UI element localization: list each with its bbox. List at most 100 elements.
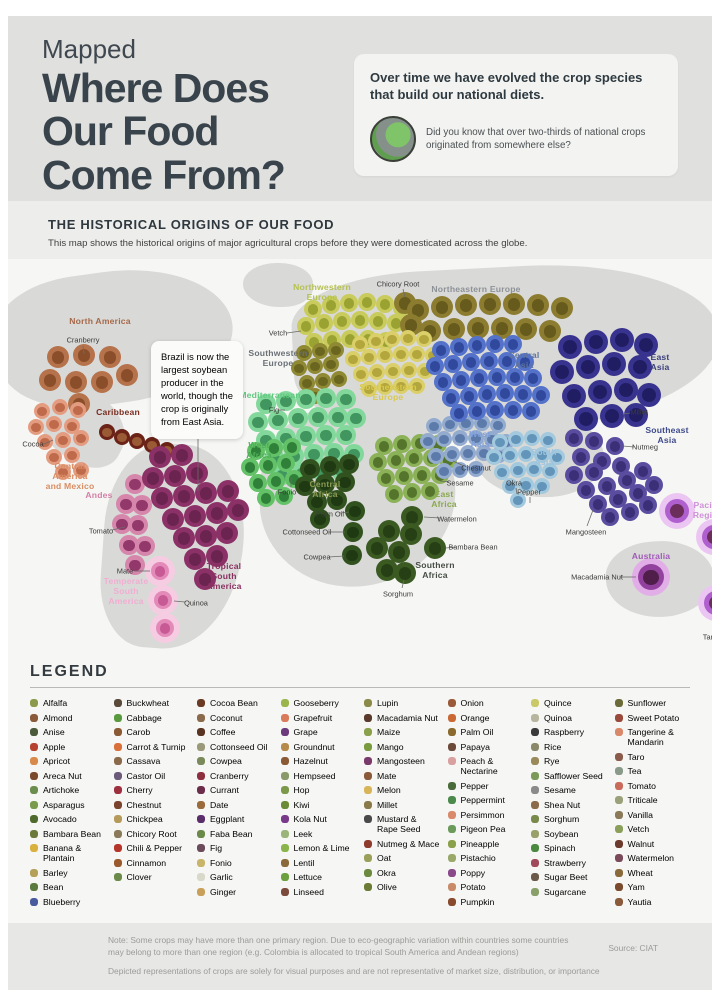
crop-annotation: Fonio — [277, 487, 297, 497]
crop-circle-pacific-region — [665, 499, 689, 524]
crop-circle-central-america — [64, 447, 80, 464]
legend-item-label: Chestnut — [126, 799, 162, 810]
crop-circle-northwestern-europe — [369, 312, 387, 331]
crop-circle-central-america — [52, 399, 68, 416]
legend-item-label: Mango — [377, 741, 404, 752]
crop-annotation: Sesame — [446, 478, 474, 488]
crop-icon — [447, 449, 457, 459]
crop-glyph-icon — [30, 815, 38, 824]
region-label-andes: Andes — [85, 490, 113, 501]
crop-icon — [588, 467, 600, 478]
legend-item: Linseed — [280, 887, 357, 897]
crop-glyph-icon — [30, 742, 38, 751]
crop-icon — [364, 384, 374, 394]
crop-icon — [521, 449, 531, 459]
crop-icon — [336, 316, 348, 327]
crop-icon — [489, 452, 499, 462]
crop-circle-southeast-asia — [589, 495, 607, 514]
crop-icon — [270, 476, 282, 487]
crop-icon — [188, 509, 202, 523]
crop-icon — [499, 388, 511, 399]
crop-icon — [300, 430, 312, 443]
crop-circle-central-asia — [468, 402, 486, 421]
crop-circle-south-asia — [486, 449, 502, 466]
crop-circle-northeastern-europe — [467, 317, 489, 340]
section-subheading: This map shows the historical origins of… — [48, 238, 528, 250]
crop-icon — [166, 512, 180, 526]
crop-glyph-icon — [531, 713, 539, 722]
legend-item: Banana & Plantain — [30, 843, 106, 863]
crop-circle-south-asia — [518, 477, 534, 494]
legend-item-label: Bambara Bean — [43, 828, 101, 839]
crop-circle-central-america — [73, 462, 89, 479]
crop-glyph-icon — [447, 781, 456, 790]
crop-icon — [244, 462, 256, 473]
crop-icon — [331, 345, 341, 355]
crop-icon — [315, 346, 325, 356]
crop-icon — [507, 339, 519, 350]
crop-icon — [221, 484, 235, 498]
crop-icon — [388, 489, 400, 500]
crop-icon — [260, 434, 272, 447]
crop-circle-northeastern-europe — [515, 318, 537, 341]
crop-circle-mediterranean — [296, 389, 316, 410]
crop-icon — [471, 340, 483, 351]
crop-circle-southern-africa — [400, 523, 422, 546]
crop-circle-southeast-asia — [634, 462, 652, 481]
crop-icon — [198, 572, 212, 586]
title-line-1: Where Does — [42, 65, 270, 111]
legend-item-label: Raspberry — [544, 727, 585, 738]
legend-item-label: Persimmon — [460, 809, 505, 820]
crop-glyph-icon — [280, 728, 289, 737]
legend-item-label: Strawberry — [544, 857, 586, 868]
crop-circle-mediterranean — [336, 425, 356, 446]
legend-item-label: Chili & Pepper — [126, 843, 183, 854]
crop-icon — [642, 500, 654, 511]
crop-circle-central-asia — [478, 385, 496, 404]
crop-annotation: Cranberry — [66, 335, 100, 345]
crop-glyph-icon — [614, 781, 623, 790]
region-label-west-asia: West Asia — [469, 429, 491, 450]
soybean-callout: Brazil is now the largest soybean produc… — [151, 341, 243, 440]
crop-circle-southeastern-europe — [361, 349, 377, 366]
crop-circle-west-asia — [452, 430, 468, 447]
crop-circle-central-asia — [434, 373, 452, 392]
legend-divider — [30, 687, 690, 689]
legend-item-label: Sunflower — [627, 698, 667, 709]
crop-glyph-icon — [614, 854, 623, 863]
crop-circle-east-asia — [550, 360, 574, 385]
crop-circle-central-asia — [532, 386, 550, 405]
legend-item-label: Tangerine & Mandarin — [627, 727, 674, 748]
crop-circle-mediterranean — [256, 394, 276, 415]
crop-icon — [525, 406, 537, 417]
legend-item-label: Hop — [293, 785, 310, 796]
crop-icon — [378, 441, 390, 452]
legend-item: Cassava — [113, 756, 190, 766]
crop-circle-northwestern-europe — [333, 312, 351, 331]
crop-icon — [43, 373, 57, 387]
crop-circle-southwestern-europe — [299, 375, 315, 392]
crop-circle-central-africa — [300, 459, 320, 480]
crop-circle-northeastern-europe — [491, 317, 513, 340]
crop-icon — [40, 437, 50, 447]
legend-item-label: Millet — [377, 799, 398, 810]
crop-glyph-icon — [531, 873, 539, 882]
crop-glyph-icon — [113, 757, 122, 766]
legend-item: Apple — [30, 742, 106, 752]
crop-annotation: Mate — [116, 566, 134, 576]
crop-circle-tropical-south-america — [194, 568, 216, 591]
legend-item-label: Kola Nut — [293, 814, 327, 825]
legend-item: Cinnamon — [113, 858, 190, 868]
crop-icon — [302, 378, 312, 388]
crop-circle-west-asia — [468, 430, 484, 447]
legend-item: Maize — [364, 727, 440, 737]
crop-icon — [51, 350, 65, 364]
crop-icon — [388, 366, 398, 376]
legend-item-label: Pepper — [460, 780, 489, 791]
crop-circle-pacific-region — [704, 591, 712, 616]
legend-item: Peppermint — [447, 795, 524, 805]
crop-icon — [299, 480, 311, 493]
legend-item: Pumpkin — [447, 897, 524, 907]
legend-item-label: Fonio — [210, 857, 232, 868]
crop-icon — [453, 408, 465, 419]
